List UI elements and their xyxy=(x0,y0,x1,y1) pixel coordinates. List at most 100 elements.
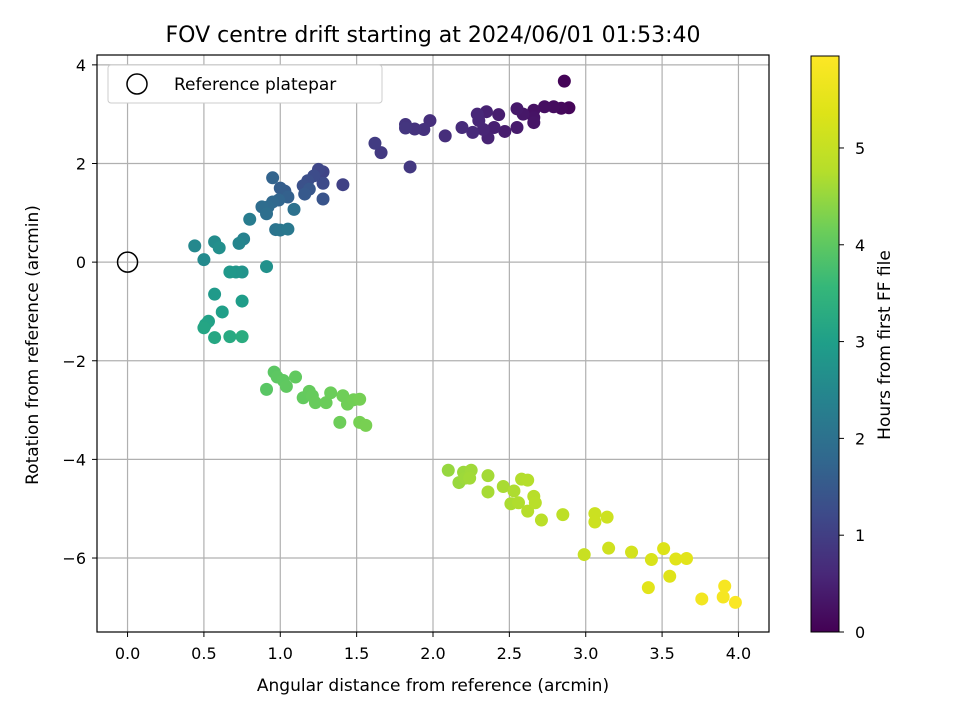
data-point xyxy=(374,146,388,160)
colorbar-tick-label: 0 xyxy=(855,623,865,642)
data-point xyxy=(463,471,477,485)
colorbar-tick-label: 3 xyxy=(855,333,865,352)
data-point xyxy=(657,542,671,556)
data-point xyxy=(403,160,417,174)
y-ticks: −6 −4 −2 0 2 4 xyxy=(62,56,97,568)
data-point xyxy=(319,396,333,410)
data-point xyxy=(487,120,501,134)
data-point xyxy=(644,553,658,567)
data-point xyxy=(232,236,246,250)
data-point xyxy=(481,469,495,483)
data-point xyxy=(260,260,274,274)
x-ticks: 0.0 0.5 1.0 1.5 2.0 2.5 3.0 3.5 4.0 xyxy=(115,632,751,663)
data-point xyxy=(625,545,639,559)
data-point xyxy=(243,212,257,226)
data-point xyxy=(728,595,742,609)
chart-title: FOV centre drift starting at 2024/06/01 … xyxy=(166,23,701,48)
data-point xyxy=(492,108,506,122)
colorbar-tick-label: 1 xyxy=(855,526,865,545)
data-point xyxy=(197,253,211,267)
data-point xyxy=(215,305,229,319)
data-point xyxy=(235,294,249,308)
data-point xyxy=(470,107,484,121)
data-point xyxy=(287,202,301,216)
data-point xyxy=(498,124,512,138)
colorbar-gradient xyxy=(810,55,840,633)
data-point xyxy=(353,392,367,406)
data-point xyxy=(496,480,510,494)
data-point xyxy=(336,178,350,192)
legend-marker xyxy=(126,73,148,95)
data-point xyxy=(534,513,548,527)
grid xyxy=(97,55,769,632)
colorbar-tick-label: 5 xyxy=(855,139,865,158)
data-point xyxy=(223,330,237,344)
data-point xyxy=(212,241,226,255)
data-point xyxy=(368,136,382,150)
data-point xyxy=(281,222,295,236)
x-axis-label: Angular distance from reference (arcmin) xyxy=(257,676,609,696)
data-point xyxy=(279,379,293,393)
data-point xyxy=(466,125,480,139)
data-point xyxy=(577,548,591,562)
data-point xyxy=(537,100,551,114)
data-point xyxy=(266,171,280,185)
data-point xyxy=(481,485,495,499)
data-point xyxy=(602,541,616,555)
data-point xyxy=(663,569,677,583)
x-tick-label: 3.0 xyxy=(573,644,598,663)
x-tick-label: 2.0 xyxy=(420,644,445,663)
colorbar: 0 1 2 3 4 5 Hours from first FF file xyxy=(810,55,895,642)
data-point xyxy=(641,581,655,595)
data-point xyxy=(208,331,222,345)
data-point xyxy=(716,590,730,604)
x-tick-label: 2.5 xyxy=(497,644,522,663)
data-point xyxy=(316,192,330,206)
data-point xyxy=(557,74,571,88)
x-tick-label: 0.0 xyxy=(115,644,140,663)
data-point xyxy=(510,102,524,116)
legend: Reference platepar xyxy=(107,64,383,104)
data-point xyxy=(438,129,452,143)
y-tick-label: −2 xyxy=(62,352,86,371)
x-tick-label: 3.5 xyxy=(649,644,674,663)
data-point xyxy=(208,287,222,301)
colorbar-label: Hours from first FF file xyxy=(875,250,895,440)
data-point xyxy=(188,239,202,253)
data-point xyxy=(547,100,561,114)
data-point xyxy=(588,515,602,529)
colorbar-tick-label: 4 xyxy=(855,236,865,255)
data-point xyxy=(223,265,237,279)
data-point xyxy=(441,463,455,477)
y-tick-label: 2 xyxy=(76,154,86,173)
data-point xyxy=(197,321,211,335)
data-point xyxy=(316,176,330,190)
x-tick-label: 4.0 xyxy=(726,644,751,663)
y-tick-label: 0 xyxy=(76,253,86,272)
x-tick-label: 0.5 xyxy=(191,644,216,663)
y-axis-label: Rotation from reference (arcmin) xyxy=(23,205,43,485)
x-tick-label: 1.0 xyxy=(268,644,293,663)
data-point xyxy=(289,370,303,384)
data-point xyxy=(273,181,287,195)
data-point xyxy=(680,552,694,566)
data-point xyxy=(260,382,274,396)
data-point xyxy=(308,396,322,410)
data-point xyxy=(235,330,249,344)
colorbar-ticks: 0 1 2 3 4 5 xyxy=(839,139,865,642)
data-point xyxy=(359,418,373,432)
data-point xyxy=(333,415,347,429)
data-point xyxy=(260,207,274,221)
data-point xyxy=(600,510,614,524)
data-point xyxy=(510,120,524,134)
data-point xyxy=(507,484,521,498)
reference-point xyxy=(116,251,139,273)
data-point xyxy=(521,473,535,487)
legend-box xyxy=(107,64,383,104)
data-point xyxy=(324,386,338,400)
data-point xyxy=(399,121,413,135)
data-point xyxy=(417,122,431,136)
data-point xyxy=(669,552,683,566)
data-point xyxy=(556,508,570,522)
